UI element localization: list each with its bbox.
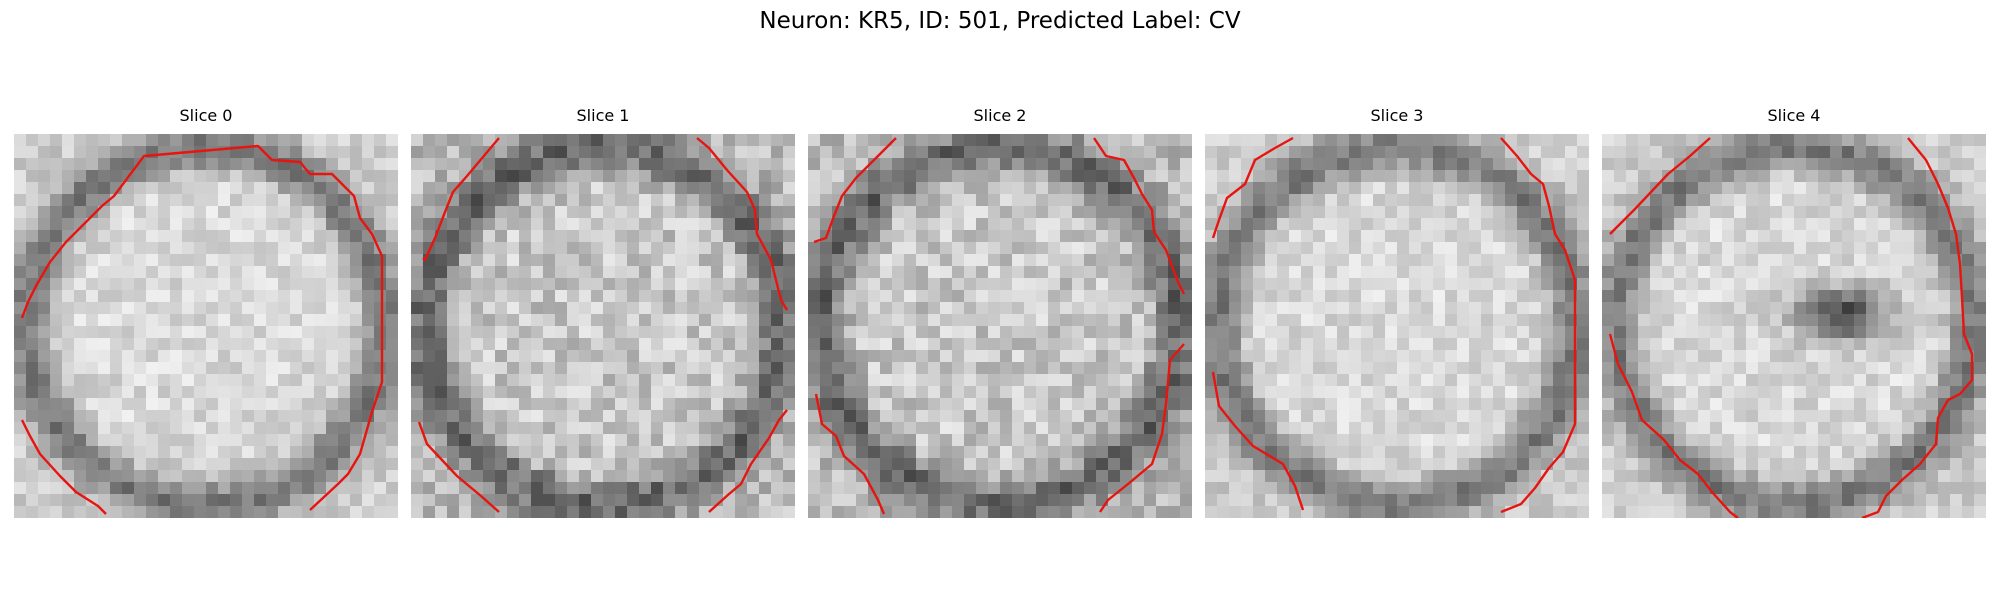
pixel-grid xyxy=(808,134,1192,518)
slice-panel-3: Slice 3 xyxy=(1205,106,1589,518)
cell-contour xyxy=(1211,136,1577,514)
slice-image-2 xyxy=(808,134,1192,518)
figure-title: Neuron: KR5, ID: 501, Predicted Label: C… xyxy=(759,8,1241,34)
slice-title-4: Slice 4 xyxy=(1767,106,1821,125)
slice-image-1 xyxy=(411,134,795,518)
slice-panel-1: Slice 1 xyxy=(411,106,795,518)
slice-panel-4: Slice 4 xyxy=(1602,106,1986,518)
slice-title-0: Slice 0 xyxy=(179,106,233,125)
slice-image-4 xyxy=(1602,134,1986,518)
cell-contour xyxy=(1608,137,1974,518)
pixel-grid xyxy=(1602,134,1986,518)
pixel-grid xyxy=(14,134,398,518)
slice-title-1: Slice 1 xyxy=(576,106,630,125)
pixel-grid xyxy=(1205,134,1589,518)
slice-image-3 xyxy=(1205,134,1589,518)
slice-title-3: Slice 3 xyxy=(1370,106,1424,125)
cell-contour xyxy=(813,137,1186,515)
cell-contour xyxy=(417,137,789,513)
slice-image-0 xyxy=(14,134,398,518)
cell-contour xyxy=(20,144,384,515)
pixel-grid xyxy=(411,134,795,518)
slice-title-2: Slice 2 xyxy=(973,106,1027,125)
slice-panel-2: Slice 2 xyxy=(808,106,1192,518)
slice-panel-0: Slice 0 xyxy=(14,106,398,518)
